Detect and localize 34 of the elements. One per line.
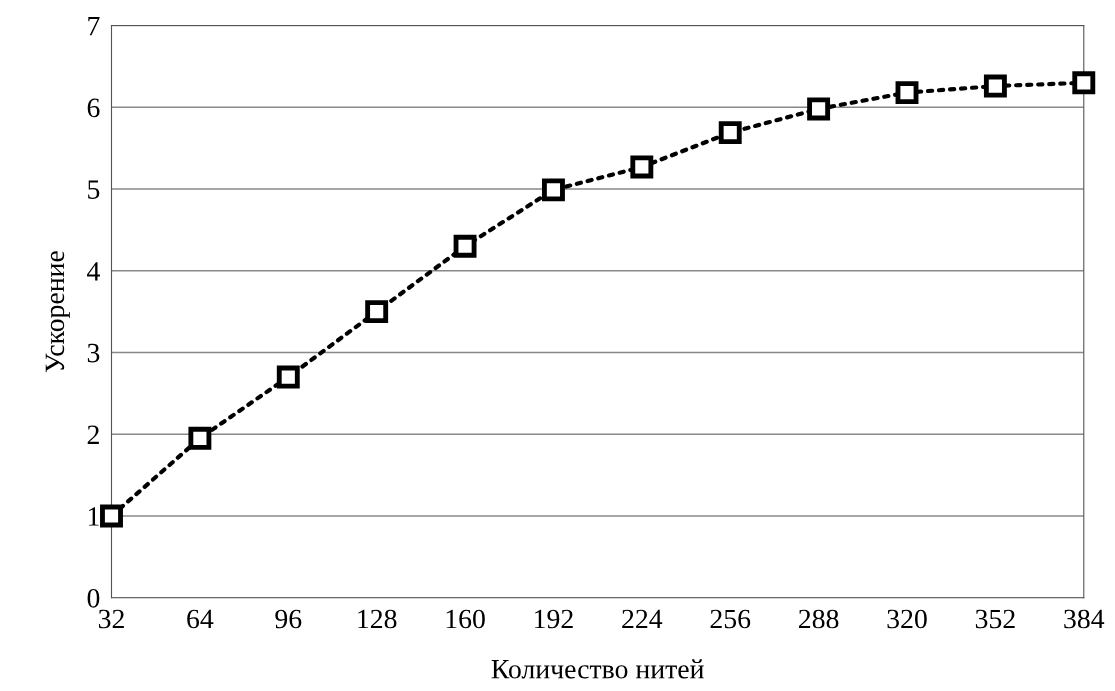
point <box>983 74 1007 98</box>
x-tick-label: 96 <box>275 609 302 629</box>
y-tick-label: 1 <box>88 507 99 526</box>
y-tick-label: 0 <box>87 588 100 608</box>
x-tick-label: 192 <box>535 609 573 629</box>
point <box>541 178 565 202</box>
x-tick-label: 160 <box>446 609 485 629</box>
point <box>718 121 742 145</box>
point <box>276 365 300 389</box>
y-tick-label: 7 <box>88 17 100 36</box>
y-tick-label: 4 <box>87 262 100 281</box>
x-tick-label: 352 <box>975 609 1015 629</box>
point <box>630 155 654 179</box>
point <box>453 234 477 258</box>
y-tick-label: 2 <box>87 425 99 444</box>
y-axis-title: Ускорение <box>45 251 70 373</box>
x-tick-label: 128 <box>358 609 397 629</box>
point <box>807 97 831 121</box>
point <box>1072 71 1096 95</box>
x-tick-label: 32 <box>98 609 124 629</box>
x-tick-label: 256 <box>710 609 751 629</box>
point <box>895 81 919 105</box>
point <box>188 426 212 450</box>
x-tick-label: 64 <box>187 609 214 629</box>
y-tick-label: 6 <box>87 98 100 118</box>
x-tick-label: 288 <box>799 609 839 629</box>
y-tick-label: 3 <box>87 343 100 363</box>
y-tick-label: 5 <box>88 180 100 199</box>
x-tick-label: 384 <box>1064 609 1105 629</box>
point <box>365 300 389 324</box>
x-tick-label: 320 <box>887 609 927 629</box>
point <box>100 504 123 528</box>
x-axis-title: Количество нитей <box>491 659 704 679</box>
x-tick-label: 224 <box>622 609 663 629</box>
